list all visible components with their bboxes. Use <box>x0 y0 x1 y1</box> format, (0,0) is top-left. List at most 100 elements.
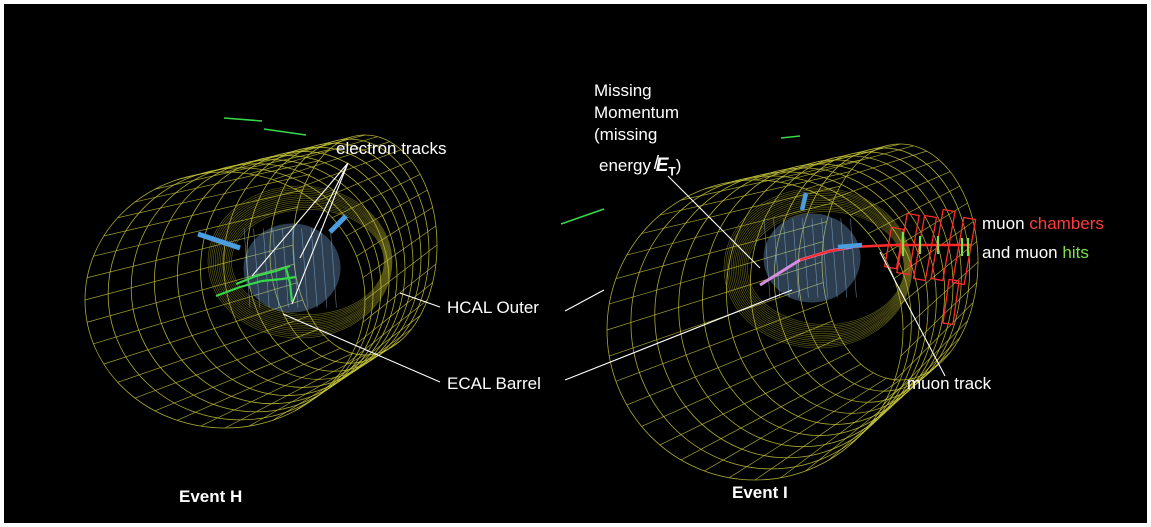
hcal-stave <box>176 348 341 421</box>
hcal-stave <box>272 348 390 421</box>
label-muon-hits: and muon hits <box>982 243 1089 262</box>
energy-tower <box>799 192 809 211</box>
hcal-stave <box>729 145 887 183</box>
hcal-stave <box>154 339 330 412</box>
missing-et-symbol: E / <box>653 153 669 176</box>
detector-event-h <box>84 134 438 429</box>
stray-tracks <box>223 117 801 225</box>
label-hcal-outer: HCAL Outer <box>447 298 539 317</box>
hcal-stave <box>659 352 851 446</box>
hcal-inner-ring <box>214 192 390 332</box>
leader-hcal-h <box>399 292 441 308</box>
hcal-stave <box>828 363 940 461</box>
label-ecal-barrel: ECAL Barrel <box>447 374 541 393</box>
hcal-stave <box>729 377 887 479</box>
hcal-inner-ring <box>747 211 905 325</box>
ecal-cell-line <box>272 228 280 308</box>
title-event-i: Event I <box>732 483 788 502</box>
hcal-stave <box>893 302 974 382</box>
leader-ecal-i <box>564 289 793 381</box>
hcal-inner-ring <box>211 189 392 335</box>
hcal-inner-ring <box>734 198 909 338</box>
stray-track <box>560 208 605 225</box>
ecal-cell-line <box>330 228 337 308</box>
hcal-stave <box>615 302 827 382</box>
ecal-cell-line <box>850 218 857 298</box>
ecal-cell-line <box>773 218 780 298</box>
hcal-stave <box>356 282 433 345</box>
label-muon-track: muon track <box>907 374 992 393</box>
label-missing-line3: (missing <box>594 125 658 144</box>
hcal-stave <box>364 244 438 301</box>
hcal-stave <box>332 315 421 383</box>
hcal-stave <box>294 149 402 190</box>
hcal-inner-ring <box>723 187 913 349</box>
hcal-stave <box>641 337 841 427</box>
hcal-stave <box>224 354 366 429</box>
electron-tracks-h <box>215 264 297 303</box>
muon-outer-track <box>851 243 972 249</box>
hcal-stave <box>117 315 310 383</box>
hcal-stave <box>882 320 968 406</box>
leader-electron-3 <box>291 162 349 305</box>
hcal-inner-ring <box>231 209 385 315</box>
hcal-stave <box>362 263 437 323</box>
ecal-barrel <box>763 213 861 303</box>
leader-muon-track <box>879 251 946 377</box>
hcal-stave <box>200 136 353 175</box>
ecal-cell-line <box>782 218 790 298</box>
leader-electron-1 <box>299 162 349 259</box>
hcal-stave <box>754 143 901 181</box>
hcal-stave <box>900 282 978 357</box>
hcal-stave <box>849 171 951 216</box>
hcal-inner-ring <box>738 202 908 334</box>
ecal-cell-line <box>262 228 270 308</box>
hcal-stave <box>224 134 366 173</box>
hcal-stave <box>200 353 353 427</box>
energy-tower <box>197 231 241 251</box>
leader-lines <box>251 162 946 383</box>
electron-track <box>215 275 297 298</box>
hcal-stave <box>362 225 437 279</box>
ecal-cell-line <box>291 228 299 308</box>
ecal-cell-line <box>763 218 771 298</box>
hcal-stave <box>134 160 319 203</box>
hcal-stave <box>93 282 298 345</box>
hcal-stave <box>84 244 294 301</box>
hcal-stave <box>154 149 330 190</box>
hcal-inner-ring <box>207 185 393 339</box>
hcal-stave <box>346 299 428 365</box>
hcal-stave <box>249 353 378 427</box>
ecal-cell-line <box>821 218 828 298</box>
label-missing-line2: Momentum <box>594 103 680 122</box>
hcal-stave <box>346 189 428 237</box>
energy-tower <box>837 242 863 250</box>
muon-chamber <box>883 226 905 270</box>
hcal-stave <box>805 372 927 472</box>
ecal-cell-line <box>840 218 848 298</box>
hcal-stave <box>805 150 927 190</box>
title-event-h: Event H <box>179 487 243 506</box>
hcal-inner-ring <box>745 209 906 327</box>
hcal-stave <box>272 141 390 181</box>
muon-hits <box>901 232 970 256</box>
ecal-cell-line <box>310 228 318 308</box>
hcal-stave <box>609 241 824 305</box>
leader-electron-2 <box>251 162 349 277</box>
ecal-cell-line <box>253 228 260 308</box>
hcal-stave <box>93 207 298 257</box>
leader-missing <box>667 175 761 269</box>
ecal-cell-line <box>301 228 308 308</box>
electron-track <box>284 267 294 303</box>
hcal-stave <box>117 173 310 219</box>
hcal-inner-ring <box>220 198 389 326</box>
label-electron-tracks: electron tracks <box>336 139 447 158</box>
hcal-stave <box>314 160 412 203</box>
black-panel <box>4 4 1147 523</box>
hcal-stave <box>87 263 295 323</box>
hcal-inner-ring <box>209 187 392 337</box>
muon-chamber <box>942 278 960 326</box>
hcal-stave <box>780 145 914 183</box>
hcal-inner-ring <box>227 205 386 319</box>
